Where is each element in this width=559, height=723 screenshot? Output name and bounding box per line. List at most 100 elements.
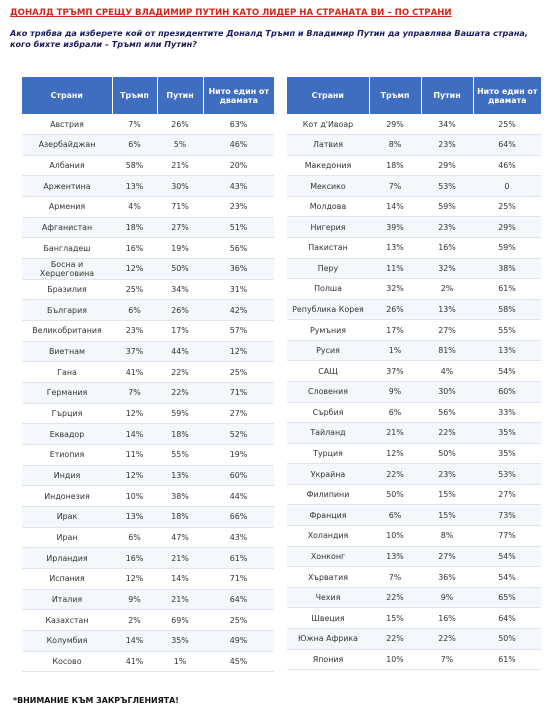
cell-neither: 71% bbox=[203, 382, 274, 404]
cell-putin: 1% bbox=[157, 651, 203, 673]
cell-country: Австрия bbox=[22, 114, 112, 136]
cell-putin: 32% bbox=[421, 258, 473, 280]
cell-trump: 18% bbox=[369, 155, 421, 177]
cell-neither: 46% bbox=[203, 134, 274, 156]
cell-putin: 26% bbox=[157, 114, 203, 136]
cell-neither: 29% bbox=[473, 216, 541, 238]
cell-neither: 43% bbox=[203, 527, 274, 549]
column-header-trump: Тръмп bbox=[369, 77, 422, 114]
cell-putin: 23% bbox=[421, 134, 473, 156]
cell-putin: 16% bbox=[421, 607, 473, 629]
table-row: Армения 4% 71% 23% bbox=[22, 196, 274, 218]
cell-neither: 59% bbox=[473, 237, 541, 259]
table-row: Индия 12% 13% 60% bbox=[22, 465, 274, 487]
table-row: Пакистан 13% 16% 59% bbox=[287, 237, 541, 259]
cell-trump: 6% bbox=[112, 299, 157, 322]
table-row: Словения 9% 30% 60% bbox=[287, 381, 541, 403]
cell-neither: 63% bbox=[203, 114, 274, 136]
table-row: САЩ 37% 4% 54% bbox=[287, 360, 541, 383]
cell-trump: 15% bbox=[369, 607, 421, 629]
table-row: Гана 41% 22% 25% bbox=[22, 361, 274, 384]
table-row: Тайланд 21% 22% 35% bbox=[287, 422, 541, 444]
table-row: Полша 32% 2% 61% bbox=[287, 278, 541, 300]
cell-putin: 15% bbox=[421, 504, 473, 527]
cell-neither: 58% bbox=[473, 299, 541, 321]
cell-neither: 57% bbox=[203, 320, 274, 342]
cell-putin: 9% bbox=[421, 587, 473, 609]
table-body-left: Австрия 7% 26% 63% Азербайджан 6% 5% 46% Албания… bbox=[22, 114, 274, 673]
cell-putin: 2% bbox=[421, 278, 473, 300]
column-header-neither: Нито един от двамата bbox=[203, 77, 274, 114]
cell-neither: 54% bbox=[473, 546, 541, 568]
cell-country: Армения bbox=[22, 196, 112, 218]
cell-putin: 34% bbox=[157, 279, 203, 301]
table-row: Германия 7% 22% 71% bbox=[22, 382, 274, 404]
cell-trump: 12% bbox=[112, 403, 157, 425]
cell-neither: 13% bbox=[473, 340, 541, 362]
cell-trump: 12% bbox=[112, 465, 157, 487]
cell-trump: 7% bbox=[369, 175, 421, 197]
cell-country: Афганистан bbox=[22, 217, 112, 239]
cell-putin: 34% bbox=[421, 114, 473, 136]
table-row: Иран 6% 47% 43% bbox=[22, 527, 274, 549]
cell-neither: 27% bbox=[473, 484, 541, 506]
cell-trump: 13% bbox=[369, 546, 421, 568]
cell-neither: 20% bbox=[203, 155, 274, 177]
cell-country: Индонезия bbox=[22, 485, 112, 507]
table-row: България 6% 26% 42% bbox=[22, 299, 274, 322]
cell-country: Еквадор bbox=[22, 423, 112, 445]
table-row: Румъния 17% 27% 55% bbox=[287, 319, 541, 341]
cell-neither: 50% bbox=[473, 628, 541, 650]
cell-trump: 12% bbox=[112, 568, 157, 590]
page-title: ДОНАЛД ТРЪМП СРЕЩУ ВЛАДИМИР ПУТИН КАТО Л… bbox=[10, 8, 452, 18]
cell-trump: 4% bbox=[112, 196, 157, 218]
cell-trump: 11% bbox=[112, 444, 157, 466]
cell-putin: 27% bbox=[421, 546, 473, 568]
cell-neither: 44% bbox=[203, 485, 274, 507]
cell-country: Франция bbox=[287, 504, 369, 527]
column-header-trump: Тръмп bbox=[112, 77, 158, 114]
cell-neither: 55% bbox=[473, 319, 541, 341]
cell-country: Великобритания bbox=[22, 320, 112, 342]
cell-neither: 46% bbox=[473, 155, 541, 177]
cell-neither: 64% bbox=[473, 134, 541, 156]
table-row: Македония 18% 29% 46% bbox=[287, 155, 541, 177]
cell-putin: 27% bbox=[421, 319, 473, 341]
cell-neither: 38% bbox=[473, 258, 541, 280]
cell-neither: 77% bbox=[473, 525, 541, 547]
cell-country: Италия bbox=[22, 589, 112, 611]
table-row: Казахстан 2% 69% 25% bbox=[22, 609, 274, 631]
cell-country: Пакистан bbox=[287, 237, 369, 259]
cell-neither: 61% bbox=[473, 649, 541, 671]
cell-neither: 19% bbox=[203, 444, 274, 466]
cell-putin: 55% bbox=[157, 444, 203, 466]
cell-putin: 30% bbox=[421, 381, 473, 403]
cell-country: САЩ bbox=[287, 360, 369, 383]
table-row: Ирландия 16% 21% 61% bbox=[22, 547, 274, 569]
cell-putin: 38% bbox=[157, 485, 203, 507]
cell-trump: 21% bbox=[369, 422, 421, 444]
cell-putin: 47% bbox=[157, 527, 203, 549]
cell-trump: 25% bbox=[112, 279, 157, 301]
cell-neither: 73% bbox=[473, 504, 541, 527]
cell-neither: 23% bbox=[203, 196, 274, 218]
table-row: Гърция 12% 59% 27% bbox=[22, 403, 274, 425]
table-row: Босна и Херцеговина 12% 50% 36% bbox=[22, 258, 274, 280]
cell-putin: 23% bbox=[421, 463, 473, 485]
cell-trump: 17% bbox=[369, 319, 421, 341]
cell-neither: 60% bbox=[473, 381, 541, 403]
cell-country: Чехия bbox=[287, 587, 369, 609]
cell-neither: 65% bbox=[473, 587, 541, 609]
cell-neither: 25% bbox=[473, 114, 541, 136]
table-row: Италия 9% 21% 64% bbox=[22, 589, 274, 611]
cell-putin: 50% bbox=[157, 258, 203, 280]
cell-trump: 37% bbox=[112, 341, 157, 363]
cell-trump: 6% bbox=[112, 134, 157, 156]
cell-country: Латвия bbox=[287, 134, 369, 156]
table-row: Филипини 50% 15% 27% bbox=[287, 484, 541, 506]
cell-putin: 26% bbox=[157, 299, 203, 322]
cell-neither: 51% bbox=[203, 217, 274, 239]
cell-country: Германия bbox=[22, 382, 112, 404]
cell-putin: 15% bbox=[421, 484, 473, 506]
cell-trump: 18% bbox=[112, 217, 157, 239]
